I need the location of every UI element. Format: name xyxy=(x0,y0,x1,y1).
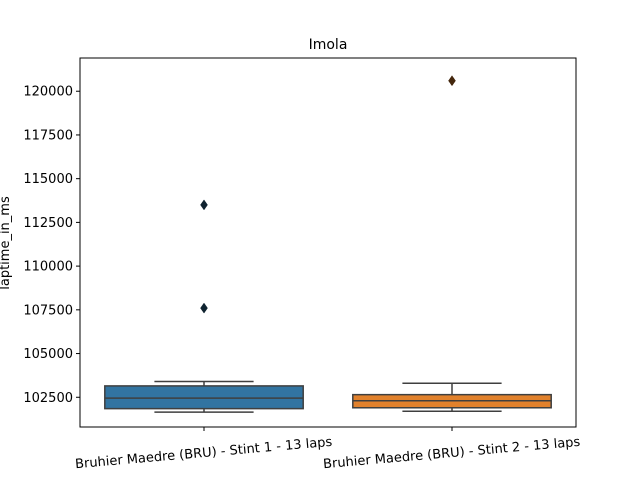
chart-title: Imola xyxy=(309,37,348,53)
y-tick-label: 120000 xyxy=(23,85,73,100)
box-series xyxy=(352,75,552,413)
iqr-box xyxy=(104,385,304,410)
y-axis-label: laptime_in_ms xyxy=(0,196,13,290)
y-tick-label: 115000 xyxy=(23,172,73,187)
y-axis-ticks: 102500 105000 107500 110000 112500 115000 1175… xyxy=(23,85,80,406)
y-tick-label: 110000 xyxy=(23,260,73,275)
outlier-point xyxy=(200,199,208,211)
box-series xyxy=(104,199,304,413)
y-tick-label: 107500 xyxy=(23,303,73,318)
y-tick-label: 117500 xyxy=(23,128,73,143)
boxes-layer xyxy=(104,75,552,413)
y-tick-label: 112500 xyxy=(23,216,73,231)
y-tick-label: 102500 xyxy=(23,391,73,406)
plot-area-frame xyxy=(79,57,577,428)
outlier-point xyxy=(448,75,456,87)
y-tick-label: 105000 xyxy=(23,347,73,362)
outlier-point xyxy=(200,302,208,314)
